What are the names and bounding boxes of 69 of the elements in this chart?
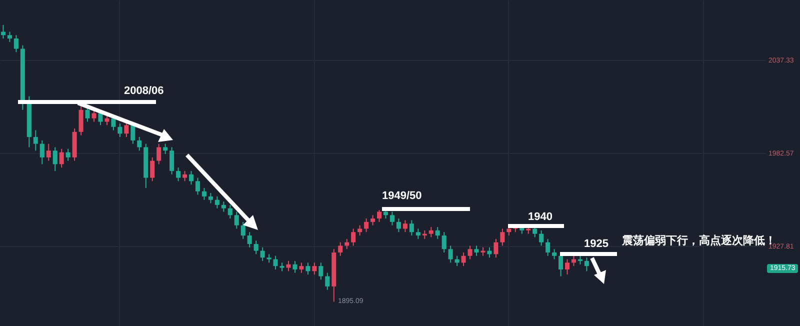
candlestick xyxy=(584,257,589,272)
candlestick xyxy=(364,218,369,233)
candlestick xyxy=(202,187,206,200)
candlestick xyxy=(325,272,330,290)
candlestick xyxy=(428,226,434,238)
candlestick xyxy=(163,143,168,154)
candlestick xyxy=(59,148,64,168)
candlestick xyxy=(358,224,362,236)
candlestick xyxy=(208,192,213,204)
annotation: 2008/06 xyxy=(124,85,164,97)
candlestick xyxy=(92,109,96,122)
candlestick xyxy=(234,211,239,230)
candlestick xyxy=(14,34,18,53)
annotation: 1949/50 xyxy=(382,190,422,202)
candlestick xyxy=(396,218,401,233)
candlestick xyxy=(221,201,226,212)
candlestick xyxy=(124,121,129,138)
candlestick xyxy=(260,246,265,262)
candlestick xyxy=(33,130,38,152)
candlestick xyxy=(130,121,136,144)
annotation: 1940 xyxy=(528,211,552,223)
candlestick xyxy=(66,148,70,162)
candlestick xyxy=(85,106,90,122)
candlestick xyxy=(299,262,304,274)
candlestick xyxy=(273,255,278,270)
candlestick xyxy=(351,228,356,246)
candlestick xyxy=(286,260,291,272)
candlestick xyxy=(448,245,453,264)
candlestick xyxy=(137,136,142,152)
candlestick xyxy=(442,232,446,253)
candlestick xyxy=(52,146,58,172)
candlestick xyxy=(402,220,408,233)
candlestick xyxy=(565,258,570,276)
candlestick xyxy=(474,245,479,256)
candlestick xyxy=(156,143,162,165)
candlestick xyxy=(461,252,466,267)
candlestick xyxy=(40,140,44,165)
candlestick xyxy=(370,214,376,226)
candlestick xyxy=(240,221,246,240)
candlestick xyxy=(170,146,174,175)
candlestick xyxy=(7,31,12,42)
candlestick xyxy=(118,122,122,138)
candlestick xyxy=(247,232,252,248)
candlestick xyxy=(552,248,557,260)
candlestick xyxy=(409,220,414,236)
candlestick xyxy=(150,156,155,182)
candlestick xyxy=(416,228,420,240)
candlestick xyxy=(228,204,232,220)
candlestick xyxy=(539,230,544,246)
candlestick xyxy=(195,177,200,196)
candlestick xyxy=(318,262,324,280)
candlestick xyxy=(390,211,394,226)
candlestick xyxy=(312,262,317,276)
candlestick xyxy=(182,170,188,182)
candlestick xyxy=(254,240,258,255)
candlestick xyxy=(376,210,382,222)
candlestick xyxy=(500,228,505,246)
candlestick xyxy=(435,226,440,240)
candlestick xyxy=(494,238,498,258)
candlestick xyxy=(306,262,310,276)
candlestick xyxy=(214,196,220,209)
candlestick xyxy=(46,143,51,162)
candlestick xyxy=(338,242,343,256)
candlestick xyxy=(176,167,181,182)
candlestick xyxy=(292,260,298,274)
candlestick xyxy=(468,245,472,260)
candlestick xyxy=(188,170,194,186)
annotation: 1925 xyxy=(584,238,608,250)
candlestick xyxy=(546,238,550,256)
